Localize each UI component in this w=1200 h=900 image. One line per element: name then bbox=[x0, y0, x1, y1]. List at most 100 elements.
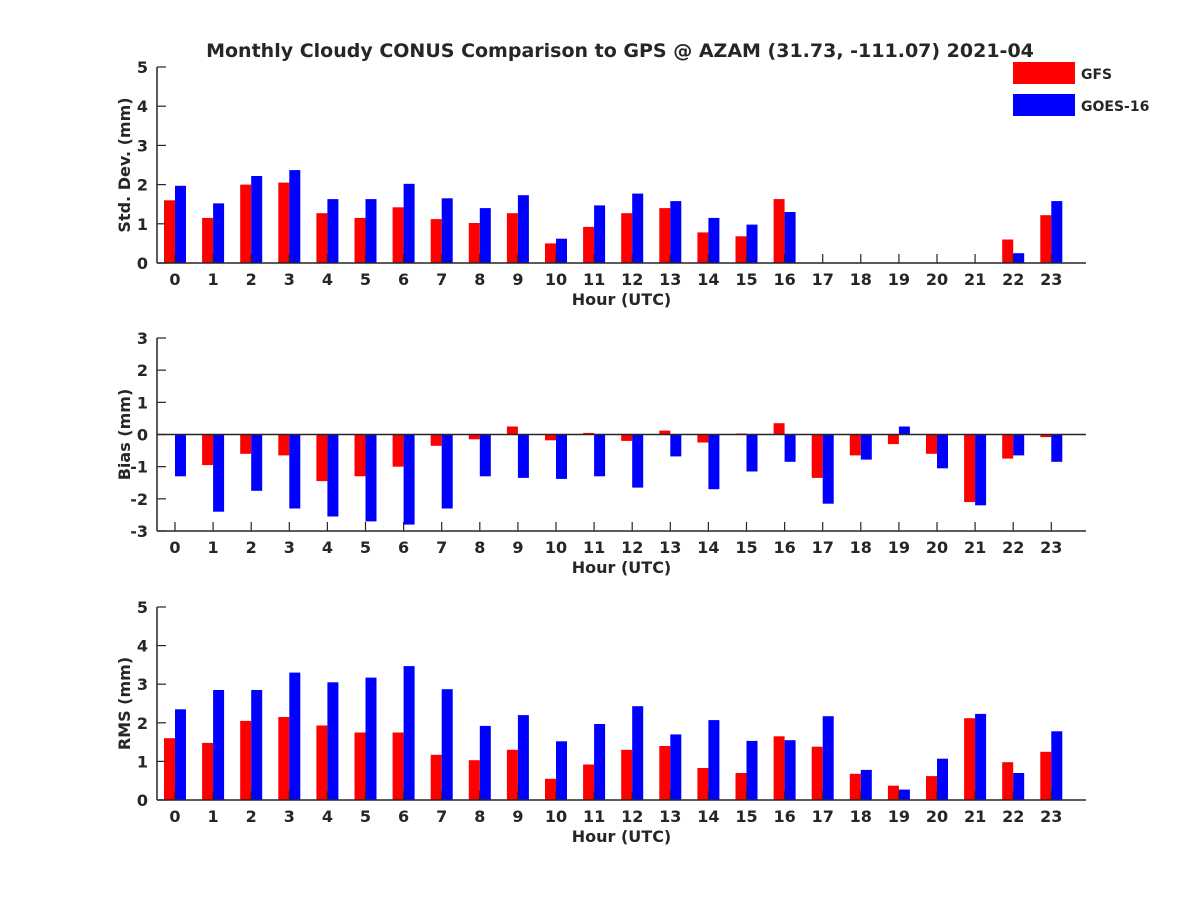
legend-swatch-goes16 bbox=[1013, 94, 1075, 116]
bar-rms-gfs-8 bbox=[468, 760, 480, 800]
x-tick-label: 23 bbox=[1040, 270, 1062, 289]
x-tick-label: 0 bbox=[169, 270, 180, 289]
x-tick-label: 18 bbox=[850, 270, 872, 289]
bar-bias-goes16-14 bbox=[708, 434, 720, 490]
x-tick-label: 20 bbox=[926, 270, 948, 289]
bar-std-goes16-2 bbox=[251, 176, 263, 263]
x-tick-label: 14 bbox=[697, 538, 719, 557]
bar-std-goes16-10 bbox=[556, 238, 567, 263]
bar-bias-gfs-18 bbox=[849, 434, 861, 456]
x-tick-label: 20 bbox=[926, 538, 948, 557]
bar-bias-goes16-1 bbox=[213, 434, 225, 512]
bar-bias-gfs-4 bbox=[316, 434, 328, 482]
x-tick-label: 15 bbox=[735, 538, 757, 557]
x-tick-label: 7 bbox=[436, 807, 447, 826]
bar-rms-goes16-12 bbox=[632, 706, 644, 800]
x-tick-label: 2 bbox=[246, 538, 257, 557]
x-tick-label: 10 bbox=[545, 538, 567, 557]
y-tick-label: 0 bbox=[137, 426, 148, 445]
bar-std-gfs-4 bbox=[316, 213, 328, 263]
bar-bias-goes16-17 bbox=[822, 434, 834, 504]
x-tick-label: 9 bbox=[512, 270, 523, 289]
bar-rms-goes16-3 bbox=[289, 672, 301, 800]
bar-std-gfs-15 bbox=[735, 236, 747, 263]
bar-std-gfs-8 bbox=[468, 223, 480, 263]
x-tick-label: 6 bbox=[398, 270, 409, 289]
x-axis-label: Hour (UTC) bbox=[572, 290, 672, 309]
x-tick-label: 4 bbox=[322, 807, 333, 826]
y-tick-label: 3 bbox=[137, 136, 148, 155]
y-tick-label: 2 bbox=[137, 361, 148, 380]
bar-bias-gfs-19 bbox=[887, 434, 899, 445]
bar-bias-gfs-23 bbox=[1040, 434, 1052, 438]
bar-bias-gfs-10 bbox=[545, 434, 556, 441]
bar-std-gfs-5 bbox=[354, 217, 366, 263]
y-tick-label: 4 bbox=[137, 97, 148, 116]
x-tick-label: 20 bbox=[926, 807, 948, 826]
bar-rms-gfs-2 bbox=[240, 720, 252, 800]
bar-rms-goes16-9 bbox=[517, 715, 529, 800]
x-tick-label: 5 bbox=[360, 538, 371, 557]
bar-rms-gfs-15 bbox=[735, 773, 747, 800]
bar-rms-gfs-3 bbox=[278, 717, 290, 800]
x-tick-label: 5 bbox=[360, 807, 371, 826]
bar-bias-gfs-1 bbox=[202, 434, 214, 466]
y-tick-label: 2 bbox=[137, 176, 148, 195]
bar-rms-gfs-5 bbox=[354, 732, 366, 800]
legend-label-gfs: GFS bbox=[1081, 67, 1112, 83]
x-tick-label: 5 bbox=[360, 270, 371, 289]
bar-std-goes16-5 bbox=[365, 199, 377, 263]
bar-std-gfs-16 bbox=[773, 199, 785, 263]
x-tick-label: 10 bbox=[545, 270, 567, 289]
bar-std-goes16-6 bbox=[403, 183, 415, 263]
bar-std-goes16-12 bbox=[632, 193, 644, 263]
bar-rms-gfs-18 bbox=[849, 773, 861, 800]
bar-rms-goes16-8 bbox=[479, 725, 491, 800]
x-tick-label: 19 bbox=[888, 270, 910, 289]
bar-bias-goes16-4 bbox=[327, 434, 339, 517]
x-tick-label: 23 bbox=[1040, 807, 1062, 826]
bar-rms-goes16-0 bbox=[175, 709, 186, 800]
bar-rms-gfs-16 bbox=[773, 736, 785, 800]
bar-rms-goes16-15 bbox=[746, 740, 758, 800]
x-tick-label: 19 bbox=[888, 807, 910, 826]
x-tick-label: 13 bbox=[659, 807, 681, 826]
bar-std-gfs-3 bbox=[278, 182, 290, 263]
chart-title: Monthly Cloudy CONUS Comparison to GPS @… bbox=[206, 40, 1034, 62]
x-tick-label: 21 bbox=[964, 807, 986, 826]
bar-rms-gfs-13 bbox=[659, 746, 671, 800]
bar-bias-gfs-7 bbox=[430, 434, 442, 446]
y-tick-label: 3 bbox=[137, 675, 148, 694]
bar-std-gfs-23 bbox=[1040, 215, 1052, 263]
bar-rms-goes16-20 bbox=[937, 758, 948, 800]
y-tick-label: 0 bbox=[137, 791, 148, 810]
x-tick-label: 4 bbox=[322, 538, 333, 557]
x-tick-label: 9 bbox=[512, 807, 523, 826]
x-tick-label: 8 bbox=[474, 538, 485, 557]
bar-std-gfs-6 bbox=[392, 207, 404, 263]
bar-rms-gfs-0 bbox=[164, 738, 175, 800]
x-tick-label: 9 bbox=[512, 538, 523, 557]
bar-rms-goes16-7 bbox=[441, 689, 453, 800]
bar-std-goes16-22 bbox=[1013, 253, 1025, 263]
bar-std-goes16-4 bbox=[327, 199, 339, 263]
x-tick-label: 1 bbox=[208, 807, 219, 826]
x-tick-label: 22 bbox=[1002, 270, 1024, 289]
bar-rms-goes16-1 bbox=[213, 690, 225, 800]
y-tick-label: 5 bbox=[137, 58, 148, 77]
bar-bias-goes16-15 bbox=[746, 434, 758, 472]
bar-bias-goes16-11 bbox=[594, 434, 606, 477]
bar-rms-goes16-10 bbox=[556, 741, 567, 800]
bar-rms-gfs-7 bbox=[430, 754, 442, 800]
x-tick-label: 7 bbox=[436, 538, 447, 557]
bar-bias-gfs-20 bbox=[926, 434, 937, 454]
x-tick-label: 19 bbox=[888, 538, 910, 557]
bar-rms-gfs-21 bbox=[964, 718, 976, 800]
legend: GFS GOES-16 bbox=[1013, 62, 1149, 116]
x-tick-label: 13 bbox=[659, 538, 681, 557]
bar-bias-gfs-16 bbox=[773, 423, 785, 435]
x-tick-label: 3 bbox=[284, 538, 295, 557]
